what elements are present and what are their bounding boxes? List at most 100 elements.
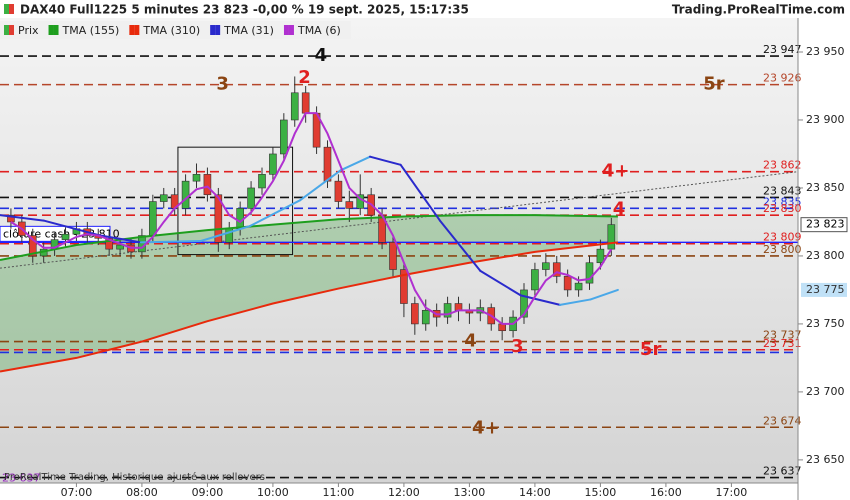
series-line	[519, 294, 562, 306]
legend-label: TMA (6)	[297, 24, 341, 37]
low-label: 23 637	[2, 472, 41, 485]
candle-body	[203, 174, 212, 196]
y-tick-label: 23 650	[806, 453, 845, 466]
candle-body	[389, 242, 397, 270]
candle-body	[400, 269, 408, 304]
series-line	[369, 155, 402, 166]
level-label: 23 926	[763, 72, 802, 85]
series-line	[139, 239, 202, 244]
candle-body	[192, 174, 201, 182]
series-line	[0, 241, 618, 373]
y-tick-label: 23 850	[806, 181, 845, 194]
candle-body	[301, 92, 310, 114]
candle-body	[454, 303, 463, 311]
y-tick-label: 23 750	[806, 317, 845, 330]
x-tick-label: 08:00	[126, 486, 158, 499]
legend-swatch	[134, 25, 140, 35]
series-line	[248, 199, 302, 228]
candle-body	[596, 248, 605, 264]
legend-swatch	[288, 25, 294, 35]
chart-title: DAX40 Full1225 5 minutes 23 823 -0,00 % …	[20, 3, 469, 17]
candle-body	[290, 92, 299, 121]
x-tick-label: 09:00	[192, 486, 224, 499]
series-line	[0, 214, 618, 261]
x-tick-label: 13:00	[454, 486, 486, 499]
legend-label: TMA (155)	[62, 24, 120, 37]
last-value-label: 23 775	[806, 283, 845, 296]
header-icon	[9, 4, 14, 14]
candle-body	[552, 262, 561, 277]
candle-body	[574, 282, 583, 291]
candle-body	[280, 119, 288, 155]
annotation: 5r	[640, 339, 662, 360]
x-tick-label: 10:00	[257, 486, 289, 499]
candle-body	[585, 262, 594, 284]
annotation: 4	[613, 199, 626, 220]
legend-label: Prix	[18, 24, 39, 37]
legend-label: TMA (31)	[223, 24, 274, 37]
annotation: 4	[315, 45, 328, 66]
candle-body	[498, 323, 506, 332]
last-price-box	[800, 217, 848, 233]
series-line	[299, 169, 342, 202]
level-label: 23 830	[763, 202, 802, 215]
series-line	[399, 163, 441, 222]
candle-body	[247, 187, 255, 209]
last-price-label: 23 823	[806, 218, 845, 231]
candle-body	[105, 237, 113, 250]
series-line	[559, 298, 592, 306]
legend-swatch	[4, 25, 9, 35]
x-tick-label: 16:00	[650, 486, 682, 499]
annotation: 3	[511, 336, 524, 357]
header-bar	[0, 0, 850, 18]
candle-body	[61, 233, 70, 240]
level-label: 23 737	[763, 329, 802, 342]
candle-body	[520, 289, 528, 318]
candle-body	[345, 201, 354, 209]
annotation: 3	[216, 74, 229, 95]
level-label: 23 731	[763, 337, 802, 350]
series-line	[589, 288, 619, 301]
legend-swatch	[48, 25, 54, 35]
legend-swatch	[53, 25, 59, 35]
candle-body	[607, 224, 616, 250]
y-tick-label: 23 900	[806, 113, 845, 126]
candle-body	[214, 194, 223, 243]
legend-swatch	[210, 25, 216, 35]
series-line	[438, 219, 482, 272]
last-value-box	[801, 282, 847, 297]
annotation: 5r	[703, 74, 725, 95]
source: Trading.ProRealTime.com	[672, 3, 845, 17]
axis-background	[0, 483, 798, 500]
candle-body	[542, 262, 550, 270]
candle-body	[334, 180, 343, 202]
legend-swatch	[215, 25, 221, 35]
series-line	[339, 155, 372, 172]
candle-body	[563, 276, 572, 291]
legend-swatch	[9, 25, 14, 35]
level-label: 23 637	[763, 465, 802, 478]
y-tick-label: 23 700	[806, 385, 845, 398]
candle-body	[28, 235, 37, 257]
candle-body	[323, 146, 332, 182]
candle-body	[159, 194, 168, 202]
legend-label: TMA (310)	[142, 24, 200, 37]
x-tick-label: 11:00	[323, 486, 355, 499]
x-tick-label: 17:00	[716, 486, 748, 499]
annotation: 4+	[602, 161, 630, 182]
candle-body	[149, 201, 157, 236]
legend-background	[0, 21, 351, 39]
y-tick-label: 23 800	[806, 249, 845, 262]
level-label: 23 674	[763, 414, 802, 427]
candle-body	[421, 310, 430, 325]
candle-body	[258, 174, 266, 189]
candle-body	[269, 153, 277, 175]
level-label: 23 947	[763, 43, 802, 56]
legend: Prix TMA (155) TMA (310) TMA (31) TMA (6)	[0, 21, 351, 39]
series-line	[0, 214, 45, 222]
series-line	[42, 219, 102, 237]
candle-body	[181, 180, 190, 209]
